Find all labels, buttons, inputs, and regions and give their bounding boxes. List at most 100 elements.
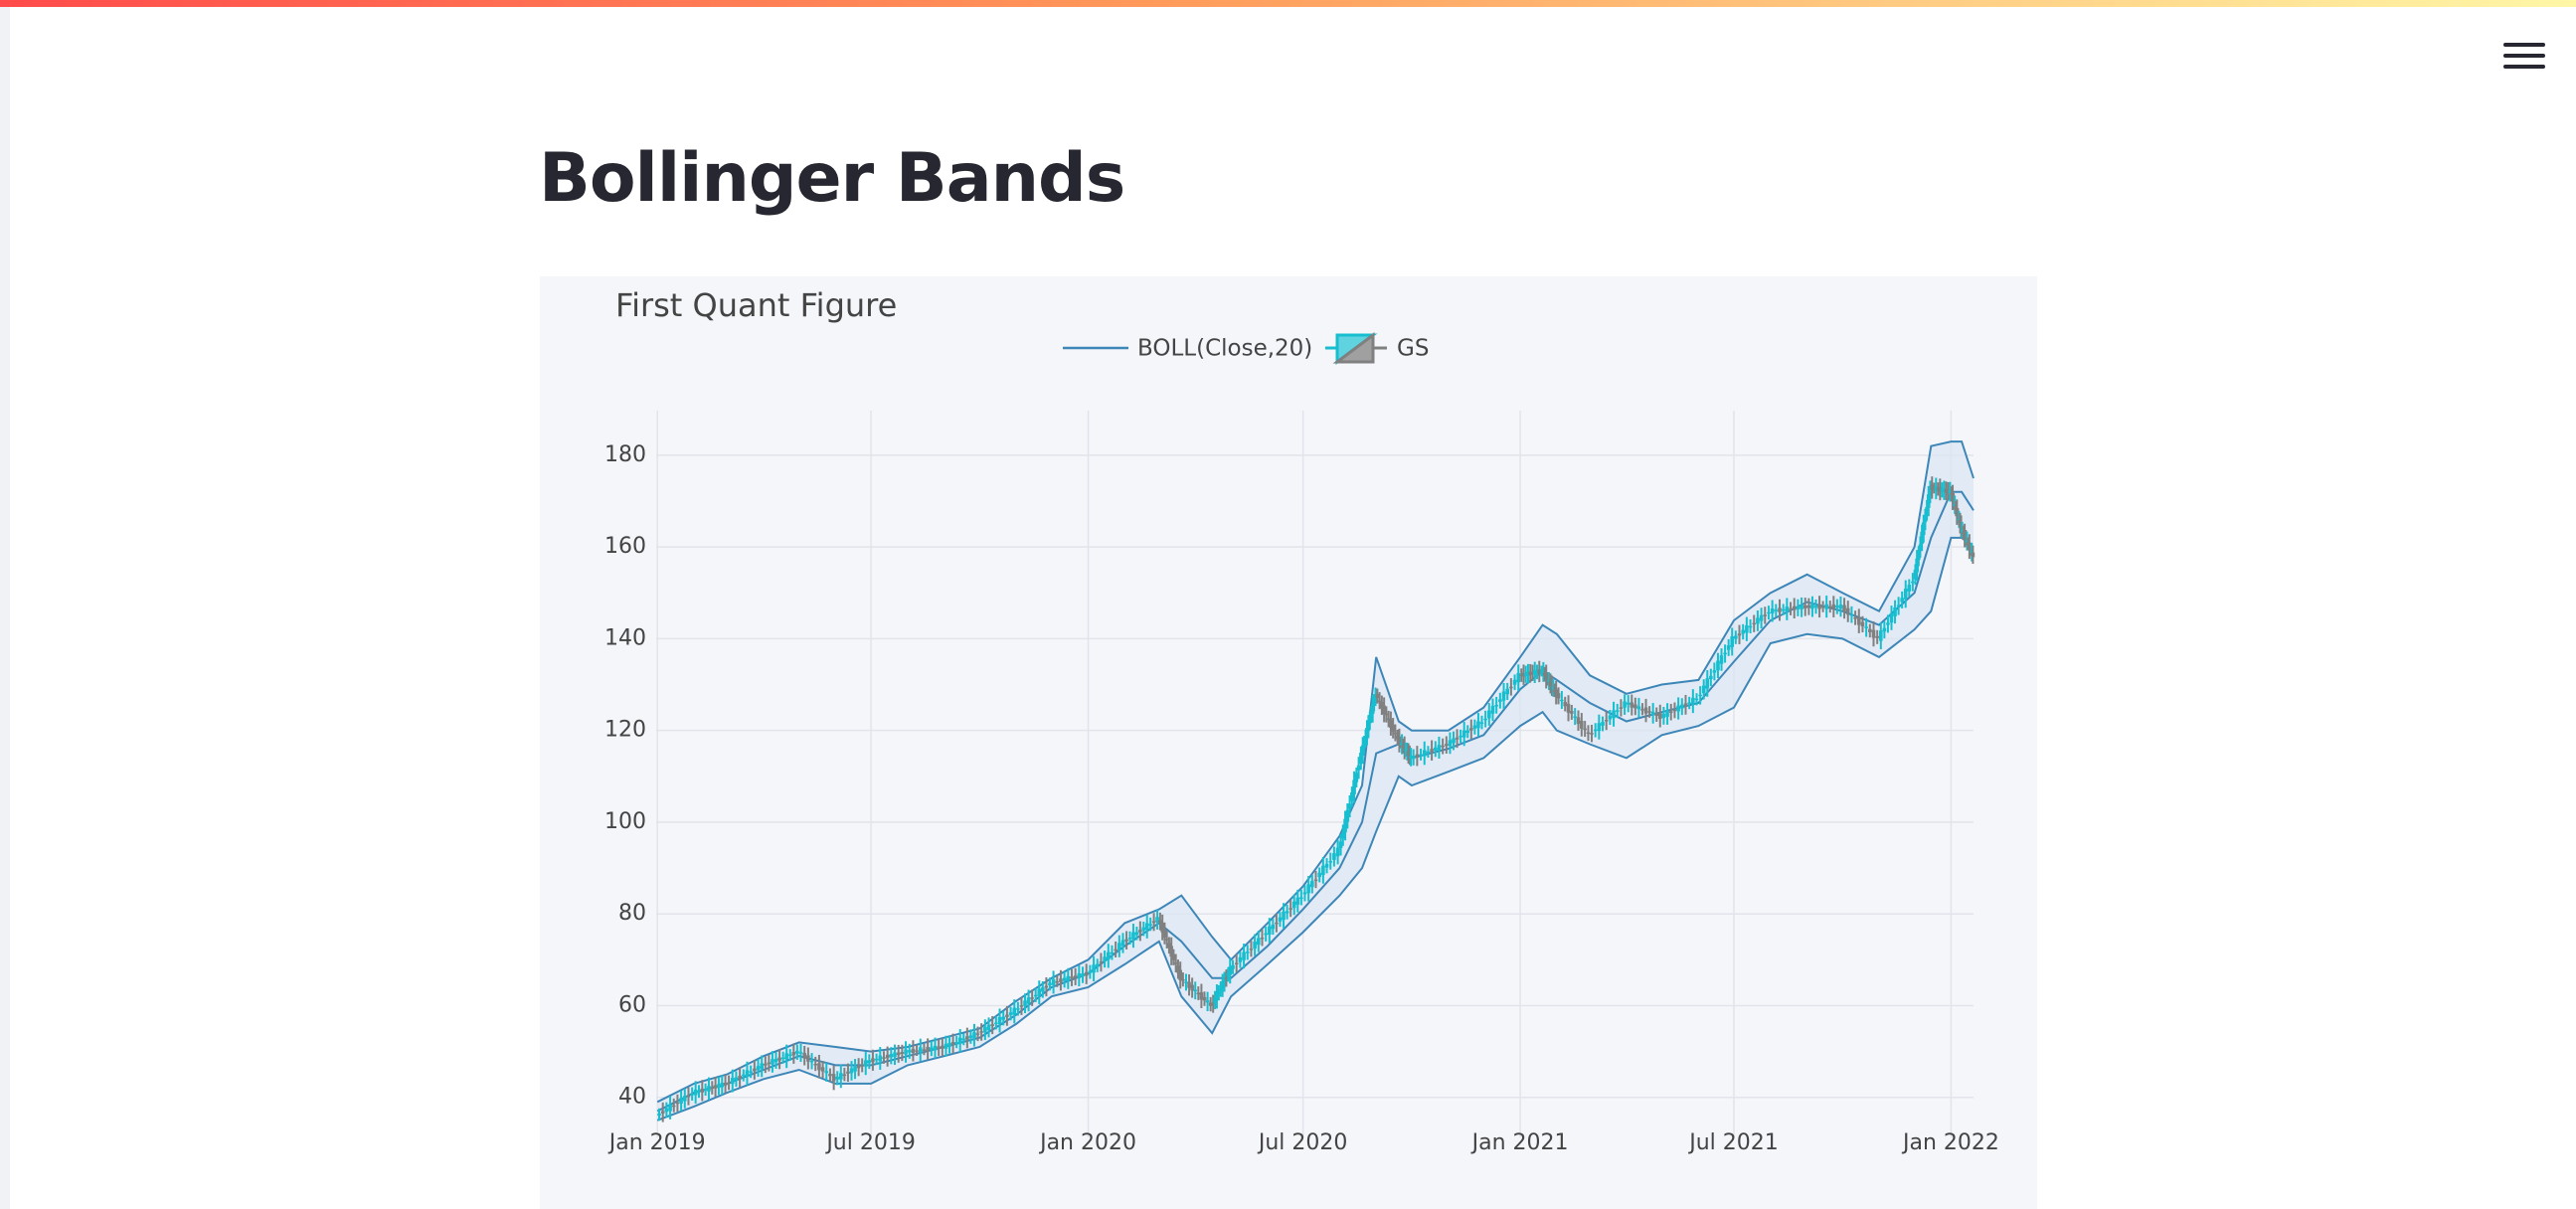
candle-body [990, 1024, 994, 1026]
candle-body [1672, 709, 1677, 712]
candle-body [1951, 493, 1955, 502]
candle-body [1356, 765, 1361, 771]
candle-body [1626, 702, 1631, 705]
candle-body [1070, 976, 1074, 979]
candle-body [889, 1054, 894, 1058]
candle-body [835, 1076, 840, 1080]
candle-body [860, 1065, 864, 1067]
candle-body [1155, 917, 1159, 923]
candle-body [1160, 922, 1164, 933]
candle-body [1267, 926, 1272, 935]
chart-title: First Quant Figure [615, 286, 897, 324]
candle-body [745, 1070, 750, 1078]
candle-body [1586, 732, 1591, 735]
candle-body [660, 1111, 665, 1114]
candle-body [1864, 626, 1868, 628]
candle-body [1398, 741, 1403, 744]
candle-body [1849, 613, 1854, 616]
candle-body [1604, 719, 1609, 722]
candle-body [1222, 978, 1227, 985]
legend-item-gs[interactable]: GS [1325, 332, 1429, 365]
candle-body [874, 1058, 879, 1061]
y-tick-label: 180 [604, 442, 646, 467]
candle-body [972, 1032, 976, 1039]
legend-item-boll[interactable]: BOLL(Close,20) [1063, 336, 1312, 362]
candle-body [1124, 939, 1128, 942]
candle-body [1249, 949, 1254, 950]
candle-body [657, 1113, 661, 1117]
candle-body [1683, 703, 1688, 707]
candle-body [753, 1068, 757, 1072]
candle-body [1526, 671, 1530, 676]
candle-body [1716, 660, 1720, 671]
candle-body [1373, 696, 1378, 698]
candle-body [1430, 749, 1434, 753]
candle-body [1770, 608, 1775, 614]
candle-body [1835, 605, 1839, 608]
grid-lines [656, 411, 1974, 1137]
candle-body [1196, 992, 1201, 995]
candle-body [1920, 531, 1924, 544]
candle-body [1173, 962, 1178, 964]
menu-line [2503, 65, 2545, 69]
x-tick-label: Jan 2022 [1901, 1130, 1999, 1155]
candle-body [1712, 670, 1717, 673]
candle-body [693, 1089, 698, 1096]
candle-body [1871, 629, 1876, 638]
candle-body [957, 1037, 962, 1044]
candle-body [1831, 604, 1836, 609]
candle-body [1370, 703, 1375, 715]
candle-body [1313, 879, 1318, 882]
candle-body [1472, 725, 1477, 729]
candle-body [1372, 699, 1376, 707]
candle-body [1282, 911, 1286, 921]
candle-body [1341, 831, 1345, 839]
candle-body [780, 1057, 785, 1060]
candle-body [1148, 924, 1152, 926]
candle-body [1845, 607, 1850, 615]
candle-body [703, 1089, 708, 1091]
candle-body [1900, 598, 1904, 603]
candle-body [773, 1058, 778, 1063]
candle-body [1964, 536, 1969, 541]
candle-body [1759, 614, 1764, 621]
candle-body [1612, 710, 1616, 719]
candle-body [1360, 745, 1365, 756]
candle-body [1199, 992, 1204, 1000]
candle-body [1127, 938, 1132, 940]
candle-body [1391, 724, 1395, 732]
candle-body [1965, 540, 1970, 543]
candle-body [1426, 751, 1431, 754]
candle-body [1530, 671, 1535, 674]
candle-body [1878, 630, 1883, 641]
candle-body [697, 1090, 701, 1093]
candle-body [1952, 498, 1956, 504]
candle-body [1224, 977, 1229, 979]
candle-body [777, 1057, 781, 1061]
candle-body [1245, 951, 1250, 953]
candle-body [863, 1060, 868, 1067]
candle-body [1820, 605, 1825, 608]
candle-body [846, 1071, 850, 1074]
candle-body [1523, 672, 1528, 676]
candle-body [720, 1083, 725, 1088]
candle-body [1615, 710, 1620, 712]
candle-body [1037, 988, 1042, 996]
candle-body [1095, 963, 1100, 967]
candle-body [1404, 749, 1408, 752]
candle-body [1375, 694, 1380, 699]
candle-body [1926, 494, 1931, 508]
candle-body [867, 1060, 872, 1064]
candle-body [1875, 635, 1879, 638]
candle-body [679, 1098, 683, 1105]
candle-body [1178, 969, 1183, 980]
hamburger-menu-icon[interactable] [2503, 38, 2545, 74]
y-tick-label: 140 [604, 625, 646, 650]
candle-body [756, 1066, 761, 1071]
candle-body [1437, 745, 1442, 751]
candle-body [1110, 951, 1115, 954]
candle-body [1528, 671, 1533, 675]
candle-body [1181, 978, 1185, 981]
candle-body [1817, 604, 1821, 609]
candle-body [1860, 621, 1865, 627]
